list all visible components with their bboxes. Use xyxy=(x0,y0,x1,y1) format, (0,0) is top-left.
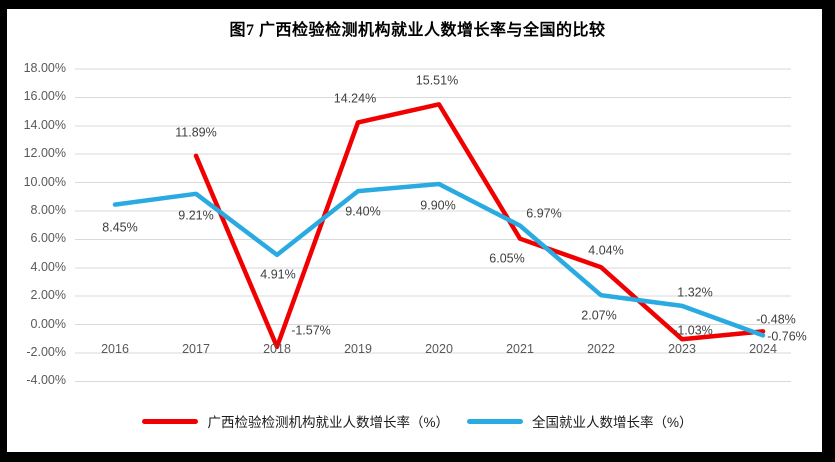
legend-series-name: 广西检验检测机构就业人数增长率（%） xyxy=(207,415,449,430)
data-point-label: 6.97% xyxy=(526,206,562,221)
series-line-1 xyxy=(112,181,766,338)
y-axis-tick-label: 0.00% xyxy=(30,316,66,331)
data-point-label: 9.40% xyxy=(345,204,381,219)
y-axis-tick-label: -4.00% xyxy=(26,373,66,388)
frame-border-top xyxy=(0,0,835,9)
data-point-label: 2.07% xyxy=(581,308,617,323)
y-axis-tick-label: 18.00% xyxy=(23,61,66,75)
data-point-label: 4.04% xyxy=(588,243,624,258)
data-point-label: -0.48% xyxy=(756,312,796,327)
y-axis-tick-label: 10.00% xyxy=(23,174,66,189)
data-point-label: 11.89% xyxy=(175,125,217,140)
data-point-label: -1.03% xyxy=(673,323,713,338)
data-point-label: 1.32% xyxy=(677,285,713,300)
frame-border-right xyxy=(822,0,835,462)
frame-border-bottom xyxy=(0,452,835,462)
data-point-label: 15.51% xyxy=(415,73,459,88)
legend-line-swatch-icon xyxy=(142,418,199,424)
data-point-label: 4.91% xyxy=(260,267,296,282)
data-point-label: 9.90% xyxy=(420,198,456,213)
y-axis-tick-label: 8.00% xyxy=(30,203,66,217)
x-axis-category-label: 2022 xyxy=(587,342,615,356)
x-axis-category-label: 2020 xyxy=(425,342,453,356)
x-axis-category-label: 2017 xyxy=(182,342,210,356)
legend-line-swatch-icon xyxy=(467,418,523,424)
x-axis-category-label: 2024 xyxy=(749,342,777,356)
data-point-label: 8.45% xyxy=(102,220,138,235)
data-point-label: -1.57% xyxy=(291,323,331,338)
data-point-label: 6.05% xyxy=(489,251,525,266)
frame-border-left xyxy=(0,0,7,462)
legend-item-0: 广西检验检测机构就业人数增长率（%） xyxy=(142,411,449,431)
y-axis-tick-label: -2.00% xyxy=(26,345,66,359)
data-point-label: 9.21% xyxy=(178,208,214,223)
x-axis-category-label: 2023 xyxy=(668,342,696,356)
y-axis-tick-label: 4.00% xyxy=(30,259,66,274)
x-axis-category-label: 2021 xyxy=(506,342,534,356)
x-axis-category-label: 2019 xyxy=(344,342,372,356)
data-point-label: 14.24% xyxy=(333,91,377,106)
legend-item-1: 全国就业人数增长率（%） xyxy=(467,411,693,431)
legend-series-name: 全国就业人数增长率（%） xyxy=(532,415,693,430)
y-axis-tick-label: 14.00% xyxy=(23,117,66,132)
series-line-0 xyxy=(193,102,766,350)
y-axis-tick-label: 16.00% xyxy=(23,89,66,104)
y-axis-tick-label: 12.00% xyxy=(23,146,66,161)
x-axis-category-label: 2018 xyxy=(263,342,291,356)
x-axis-category-label: 2016 xyxy=(101,342,129,356)
data-point-label: -0.76% xyxy=(767,329,807,344)
y-axis-tick-label: 6.00% xyxy=(30,231,66,246)
chart-title: 图7 广西检验检测机构就业人数增长率与全国的比较 xyxy=(229,22,606,39)
y-axis-tick-label: 2.00% xyxy=(30,288,66,303)
chart-legend: 广西检验检测机构就业人数增长率（%） 全国就业人数增长率（%） xyxy=(0,409,835,433)
